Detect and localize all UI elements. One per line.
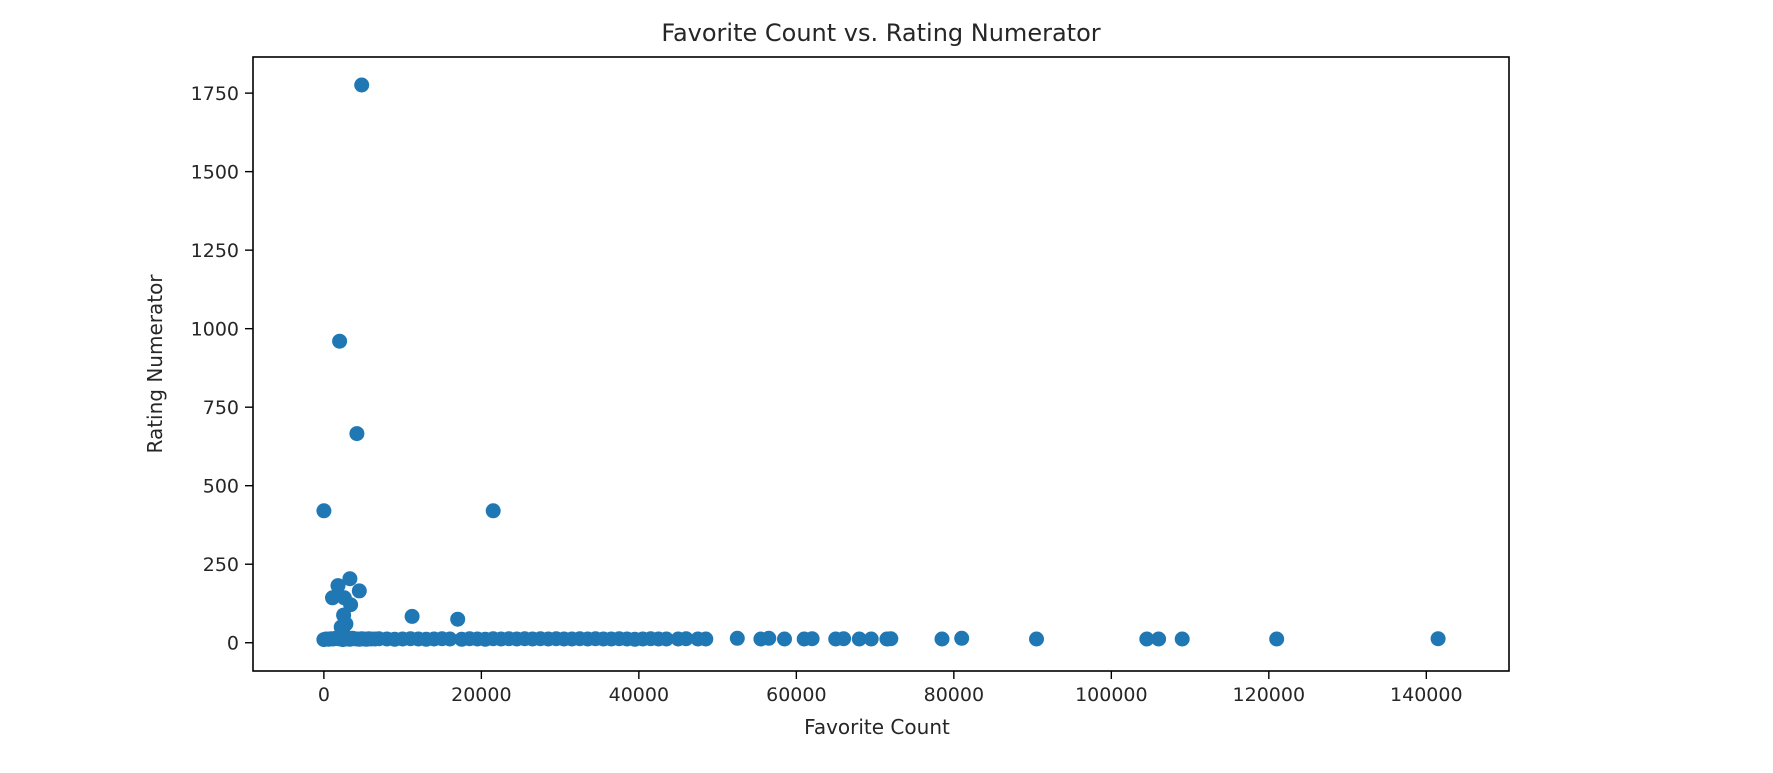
data-point (354, 77, 370, 93)
data-point (316, 503, 332, 519)
data-point (678, 631, 694, 647)
y-tick-label: 1500 (191, 162, 239, 184)
data-point (351, 583, 367, 599)
data-point (1029, 631, 1044, 647)
data-point (954, 630, 970, 646)
data-point (342, 571, 358, 587)
data-point (1174, 631, 1190, 647)
data-point (330, 578, 346, 594)
x-tick-label: 60000 (766, 684, 826, 706)
y-tick-label: 500 (203, 476, 239, 498)
x-tick-label: 20000 (451, 684, 511, 706)
data-point (804, 631, 820, 647)
y-tick-label: 0 (227, 633, 239, 655)
data-point (1430, 631, 1446, 647)
x-tick-label: 40000 (609, 684, 669, 706)
data-point (442, 631, 458, 647)
data-point (934, 631, 950, 647)
x-tick-label: 100000 (1075, 684, 1148, 706)
y-axis-label: Rating Numerator (143, 274, 167, 454)
data-point (1151, 631, 1167, 647)
data-point (1269, 631, 1285, 647)
y-axis-ticks: 0 250 500 750 1000 1250 1500 1750 (191, 83, 253, 655)
data-point (883, 631, 899, 647)
data-point (332, 333, 348, 349)
data-point (450, 611, 466, 627)
y-tick-label: 1250 (191, 240, 239, 262)
data-point (729, 630, 745, 646)
data-point (349, 426, 365, 442)
y-tick-label: 250 (203, 554, 239, 576)
data-point (1139, 631, 1155, 647)
x-axis-ticks: 0 20000 40000 60000 80000 100000 120000 140000 (318, 671, 1463, 706)
x-tick-label: 120000 (1233, 684, 1306, 706)
data-point (404, 608, 420, 624)
data-point (777, 631, 792, 647)
data-point (761, 630, 777, 646)
x-tick-label: 0 (318, 684, 330, 706)
data-point (325, 590, 340, 606)
x-tick-label: 140000 (1390, 684, 1463, 706)
plot-area-frame (252, 56, 1510, 672)
data-points (316, 77, 1446, 648)
y-tick-label: 750 (203, 397, 239, 419)
data-point (836, 631, 852, 647)
data-point (485, 503, 501, 519)
data-point (658, 631, 674, 647)
y-tick-label: 1750 (191, 83, 239, 105)
data-point (863, 631, 879, 647)
data-point (698, 631, 714, 647)
y-tick-label: 1000 (191, 319, 239, 341)
x-axis-label: Favorite Count (804, 715, 950, 739)
x-tick-label: 80000 (924, 684, 984, 706)
chart-title: Favorite Count vs. Rating Numerator (661, 19, 1100, 47)
data-point (851, 631, 867, 647)
